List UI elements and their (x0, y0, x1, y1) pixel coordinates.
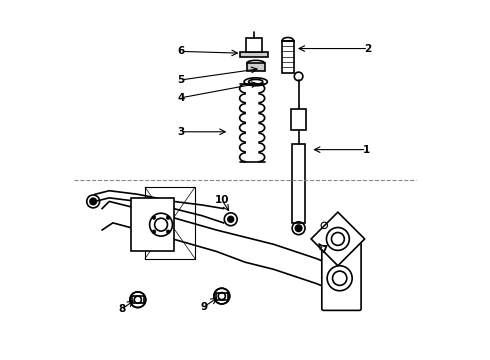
Text: 5: 5 (177, 75, 184, 85)
Text: 8: 8 (118, 304, 125, 314)
Polygon shape (311, 212, 365, 266)
Circle shape (166, 230, 170, 234)
Bar (131, 198, 173, 251)
Bar (282, 41, 294, 73)
Circle shape (228, 216, 234, 222)
Text: 3: 3 (177, 127, 184, 137)
Bar (246, 38, 262, 52)
Text: 10: 10 (215, 195, 229, 204)
Circle shape (152, 216, 156, 219)
Bar (291, 109, 306, 130)
Text: 1: 1 (363, 145, 370, 155)
Bar (292, 144, 305, 223)
Text: 6: 6 (177, 46, 184, 57)
FancyBboxPatch shape (322, 243, 361, 310)
Circle shape (295, 225, 302, 231)
Text: 9: 9 (200, 302, 207, 312)
Bar (240, 52, 268, 57)
Circle shape (152, 230, 156, 234)
Text: 7: 7 (320, 245, 327, 255)
Bar (247, 63, 265, 71)
Bar (216, 293, 228, 300)
Text: 4: 4 (177, 93, 184, 103)
Text: 2: 2 (365, 44, 372, 54)
Bar (132, 296, 144, 303)
Circle shape (90, 198, 97, 204)
Circle shape (166, 216, 170, 219)
